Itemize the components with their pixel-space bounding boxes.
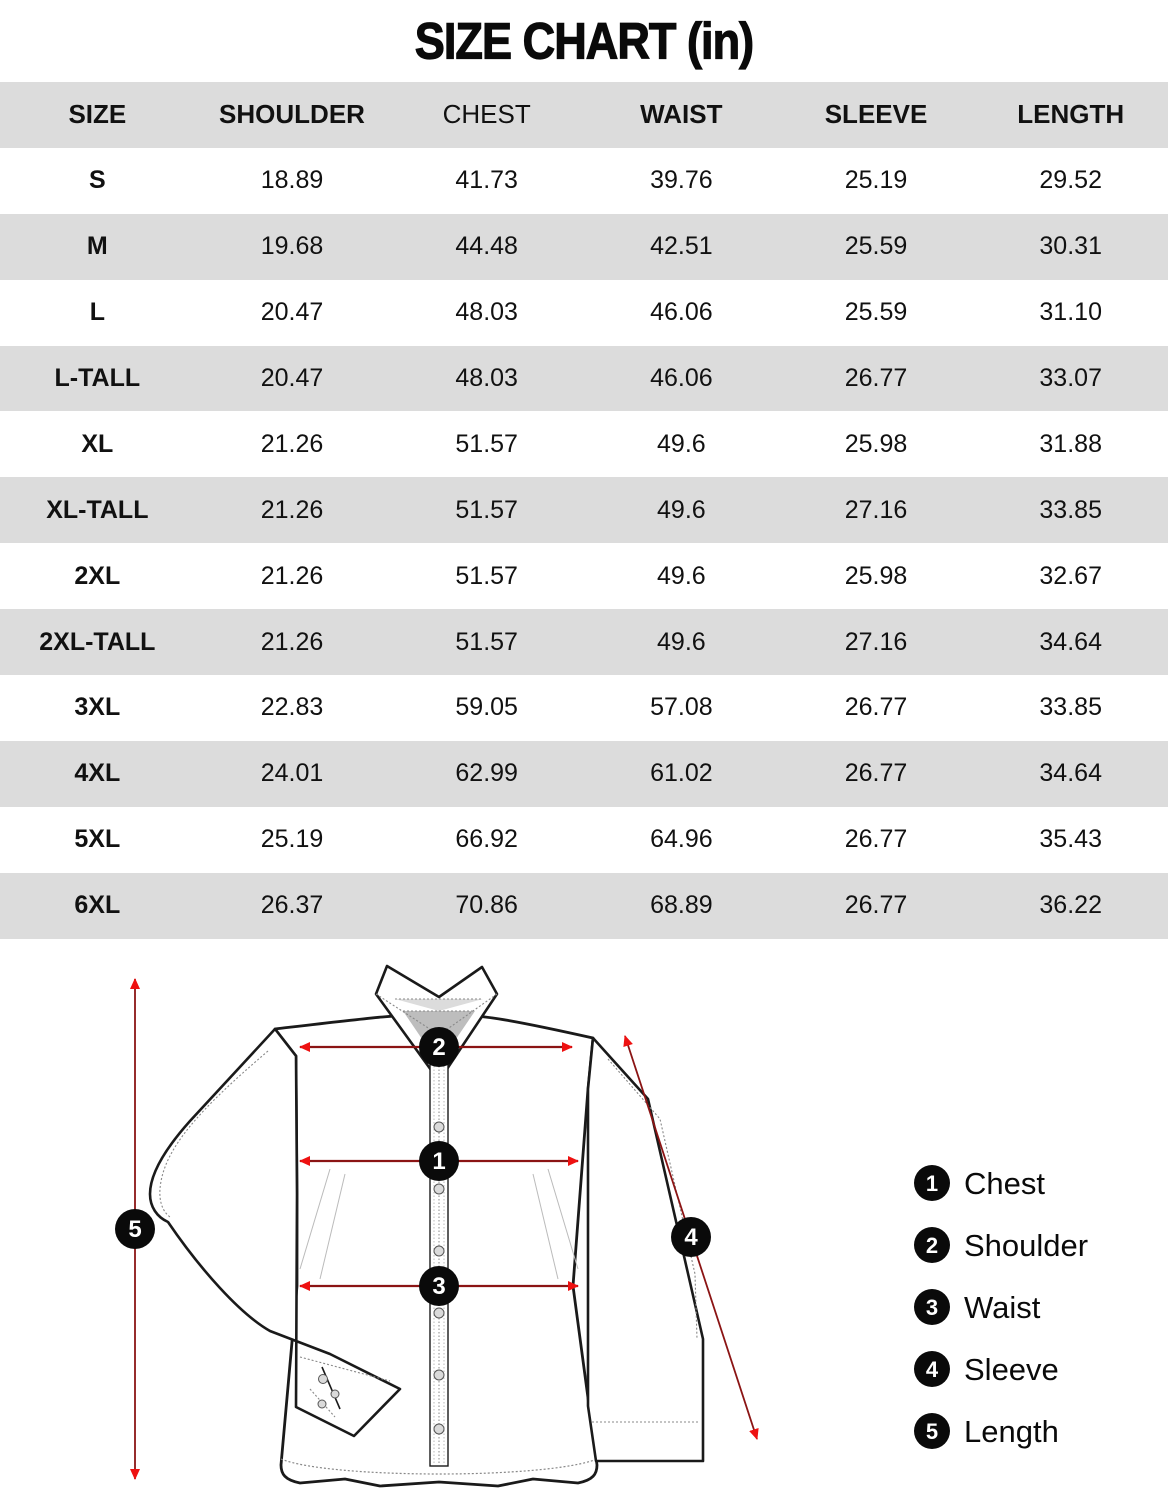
- svg-text:4: 4: [926, 1357, 939, 1382]
- svg-text:3: 3: [432, 1273, 445, 1300]
- svg-text:Waist: Waist: [964, 1290, 1041, 1325]
- svg-text:4: 4: [684, 1224, 698, 1251]
- svg-text:3: 3: [926, 1295, 938, 1320]
- svg-text:5: 5: [926, 1419, 938, 1444]
- svg-text:Sleeve: Sleeve: [964, 1352, 1059, 1387]
- svg-text:2: 2: [926, 1233, 938, 1258]
- svg-text:Chest: Chest: [964, 1166, 1045, 1201]
- svg-text:1: 1: [926, 1171, 938, 1196]
- svg-text:5: 5: [128, 1216, 141, 1243]
- svg-text:Length: Length: [964, 1414, 1059, 1449]
- svg-text:1: 1: [432, 1148, 445, 1175]
- svg-text:Shoulder: Shoulder: [964, 1228, 1088, 1263]
- svg-text:2: 2: [432, 1034, 445, 1061]
